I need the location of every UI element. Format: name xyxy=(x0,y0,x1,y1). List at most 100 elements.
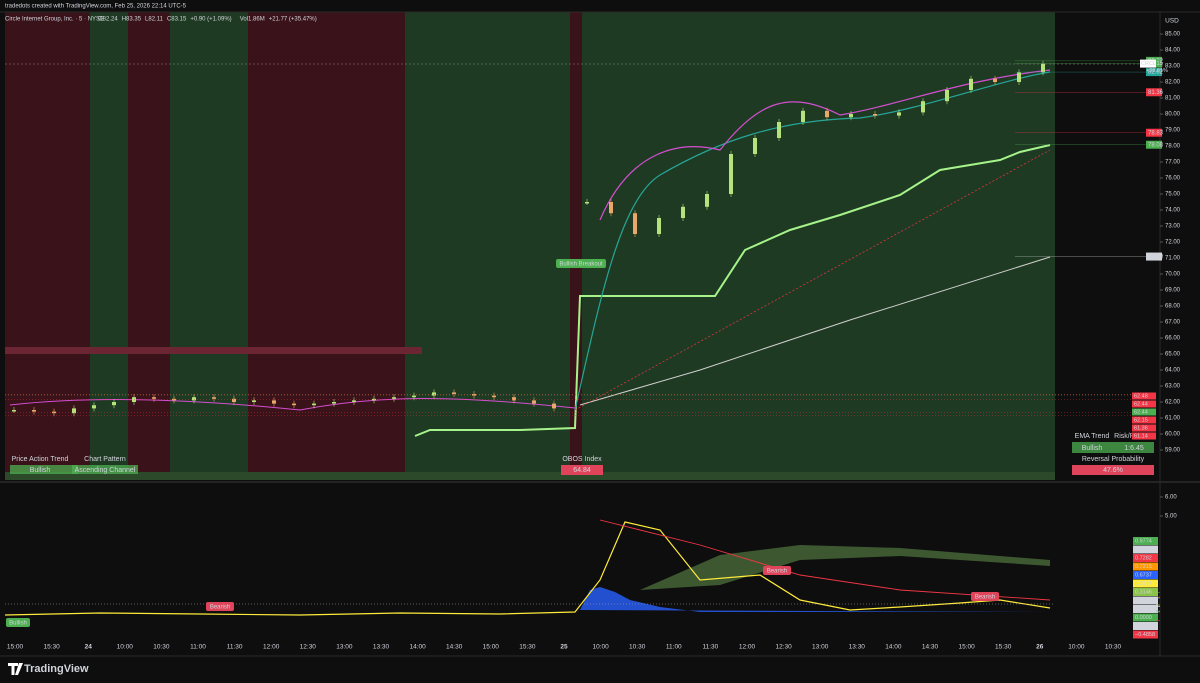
table-cell xyxy=(72,465,138,474)
price-badge-label: 78.08 xyxy=(1148,142,1164,148)
logo xyxy=(8,663,23,675)
x-tick-label: 10:30 xyxy=(153,644,170,651)
y-tick-label: 76.00 xyxy=(1165,176,1181,182)
y-tick-label: 85.00 xyxy=(1165,32,1181,38)
table-cell xyxy=(10,465,78,474)
osc-badge xyxy=(1133,562,1158,571)
osc-badge xyxy=(1133,630,1158,639)
candle xyxy=(532,400,536,404)
x-tick-label: 12:00 xyxy=(263,644,280,651)
level-badge xyxy=(1132,408,1156,416)
y-tick-label: 82.00 xyxy=(1165,80,1181,86)
table-cell xyxy=(1072,465,1154,475)
y-tick-label: 65.00 xyxy=(1165,352,1181,358)
level-badge xyxy=(1132,432,1156,440)
candle xyxy=(412,395,416,398)
y-tick-label: 83.00 xyxy=(1165,64,1181,70)
level-badge xyxy=(1132,400,1156,408)
candle xyxy=(1041,63,1045,73)
price-badge-label: 81.36 xyxy=(1148,90,1164,96)
x-tick-label: 12:30 xyxy=(775,644,792,651)
x-tick-label: 15:00 xyxy=(483,644,500,651)
oscillator-area xyxy=(580,587,1050,612)
long-ema xyxy=(579,256,1051,406)
bullish-zone xyxy=(170,12,248,480)
candle xyxy=(12,410,16,412)
x-tick-label: 10:30 xyxy=(629,644,646,651)
table-header: OBOS Index xyxy=(562,456,602,463)
candle xyxy=(849,114,853,118)
x-tick-label: 25 xyxy=(560,644,568,651)
oscillator-signal xyxy=(599,519,1051,601)
candle xyxy=(92,405,96,409)
y-tick-label: 81.00 xyxy=(1165,96,1181,102)
bullish-zone xyxy=(405,12,570,480)
resistance-zone xyxy=(5,347,422,354)
x-tick-label: 10:00 xyxy=(117,644,134,651)
currency: USD xyxy=(1165,18,1179,25)
y-tick-label: 77.00 xyxy=(1165,160,1181,166)
label-box xyxy=(763,566,791,575)
candle xyxy=(492,395,496,398)
osc-badge xyxy=(1133,613,1158,622)
bullish-zone xyxy=(90,12,128,480)
y-tick-label: 60.00 xyxy=(1165,432,1181,438)
level-label: 61.14 xyxy=(1134,433,1148,439)
y-tick-label: 59.00 xyxy=(1165,448,1181,454)
y-tick-label: 62.00 xyxy=(1165,400,1181,406)
candle xyxy=(552,403,556,409)
candle xyxy=(873,114,877,116)
y-tick-label: 79.00 xyxy=(1165,128,1181,134)
level-label: 62.15 xyxy=(1134,417,1148,423)
candle xyxy=(312,403,316,406)
symbol: Circle Internet Group, Inc. · 5 · NYSE xyxy=(5,17,104,23)
x-tick-label: 26 xyxy=(1036,644,1044,651)
level-badge xyxy=(1132,392,1156,400)
candle xyxy=(585,202,589,204)
y-tick-label: 63.00 xyxy=(1165,384,1181,390)
table-value: Ascending Channel xyxy=(75,467,136,474)
y-tick-label: 67.00 xyxy=(1165,320,1181,326)
osc-badge-label: 0.0000 xyxy=(1135,615,1152,621)
label-box xyxy=(6,618,30,627)
label-box xyxy=(556,259,606,268)
ema-fast xyxy=(574,71,1051,411)
osc-badge-label: −0.0478 xyxy=(1135,623,1155,629)
table-value: 47.6% xyxy=(1103,467,1123,474)
candle xyxy=(72,408,76,414)
level-label: 62.44 xyxy=(1134,401,1148,407)
x-tick-label: 11:30 xyxy=(227,644,243,651)
x-tick-label: 11:00 xyxy=(666,644,682,651)
osc-badge-label: 0.6737 xyxy=(1135,572,1152,578)
candle xyxy=(1017,72,1021,82)
x-tick-label: 15:30 xyxy=(995,644,1012,651)
candle xyxy=(993,78,997,82)
header-volume: Vol1.86M xyxy=(240,17,265,23)
table-header: Chart Pattern xyxy=(84,456,126,463)
y-tick-label: 61.00 xyxy=(1165,416,1181,422)
osc-badge xyxy=(1133,571,1158,579)
x-tick-label: 11:00 xyxy=(190,644,206,651)
candle xyxy=(152,397,156,399)
x-tick-label: 14:30 xyxy=(922,644,939,651)
price-badge-label: 82.62 xyxy=(1148,70,1164,76)
table-cell xyxy=(561,465,603,475)
bearish-zone xyxy=(570,12,582,480)
candle xyxy=(272,400,276,404)
candle xyxy=(825,110,829,118)
candle xyxy=(112,402,116,406)
credit: tradedots created with TradingView.com, … xyxy=(5,4,187,10)
price-badge xyxy=(1146,140,1162,149)
osc-badge-label: 0.2346 xyxy=(1135,598,1152,604)
candle xyxy=(332,402,336,404)
footer-brand: TradingView xyxy=(24,663,89,675)
x-tick-label: 14:00 xyxy=(409,644,426,651)
osc-badge-label: 0.3146 xyxy=(1135,589,1152,595)
candle xyxy=(753,138,757,154)
price-badge xyxy=(1146,128,1162,137)
table-header: EMA Trend xyxy=(1075,433,1110,440)
table-value: 1:6.45 xyxy=(1124,445,1144,452)
level-badge xyxy=(1132,416,1156,424)
